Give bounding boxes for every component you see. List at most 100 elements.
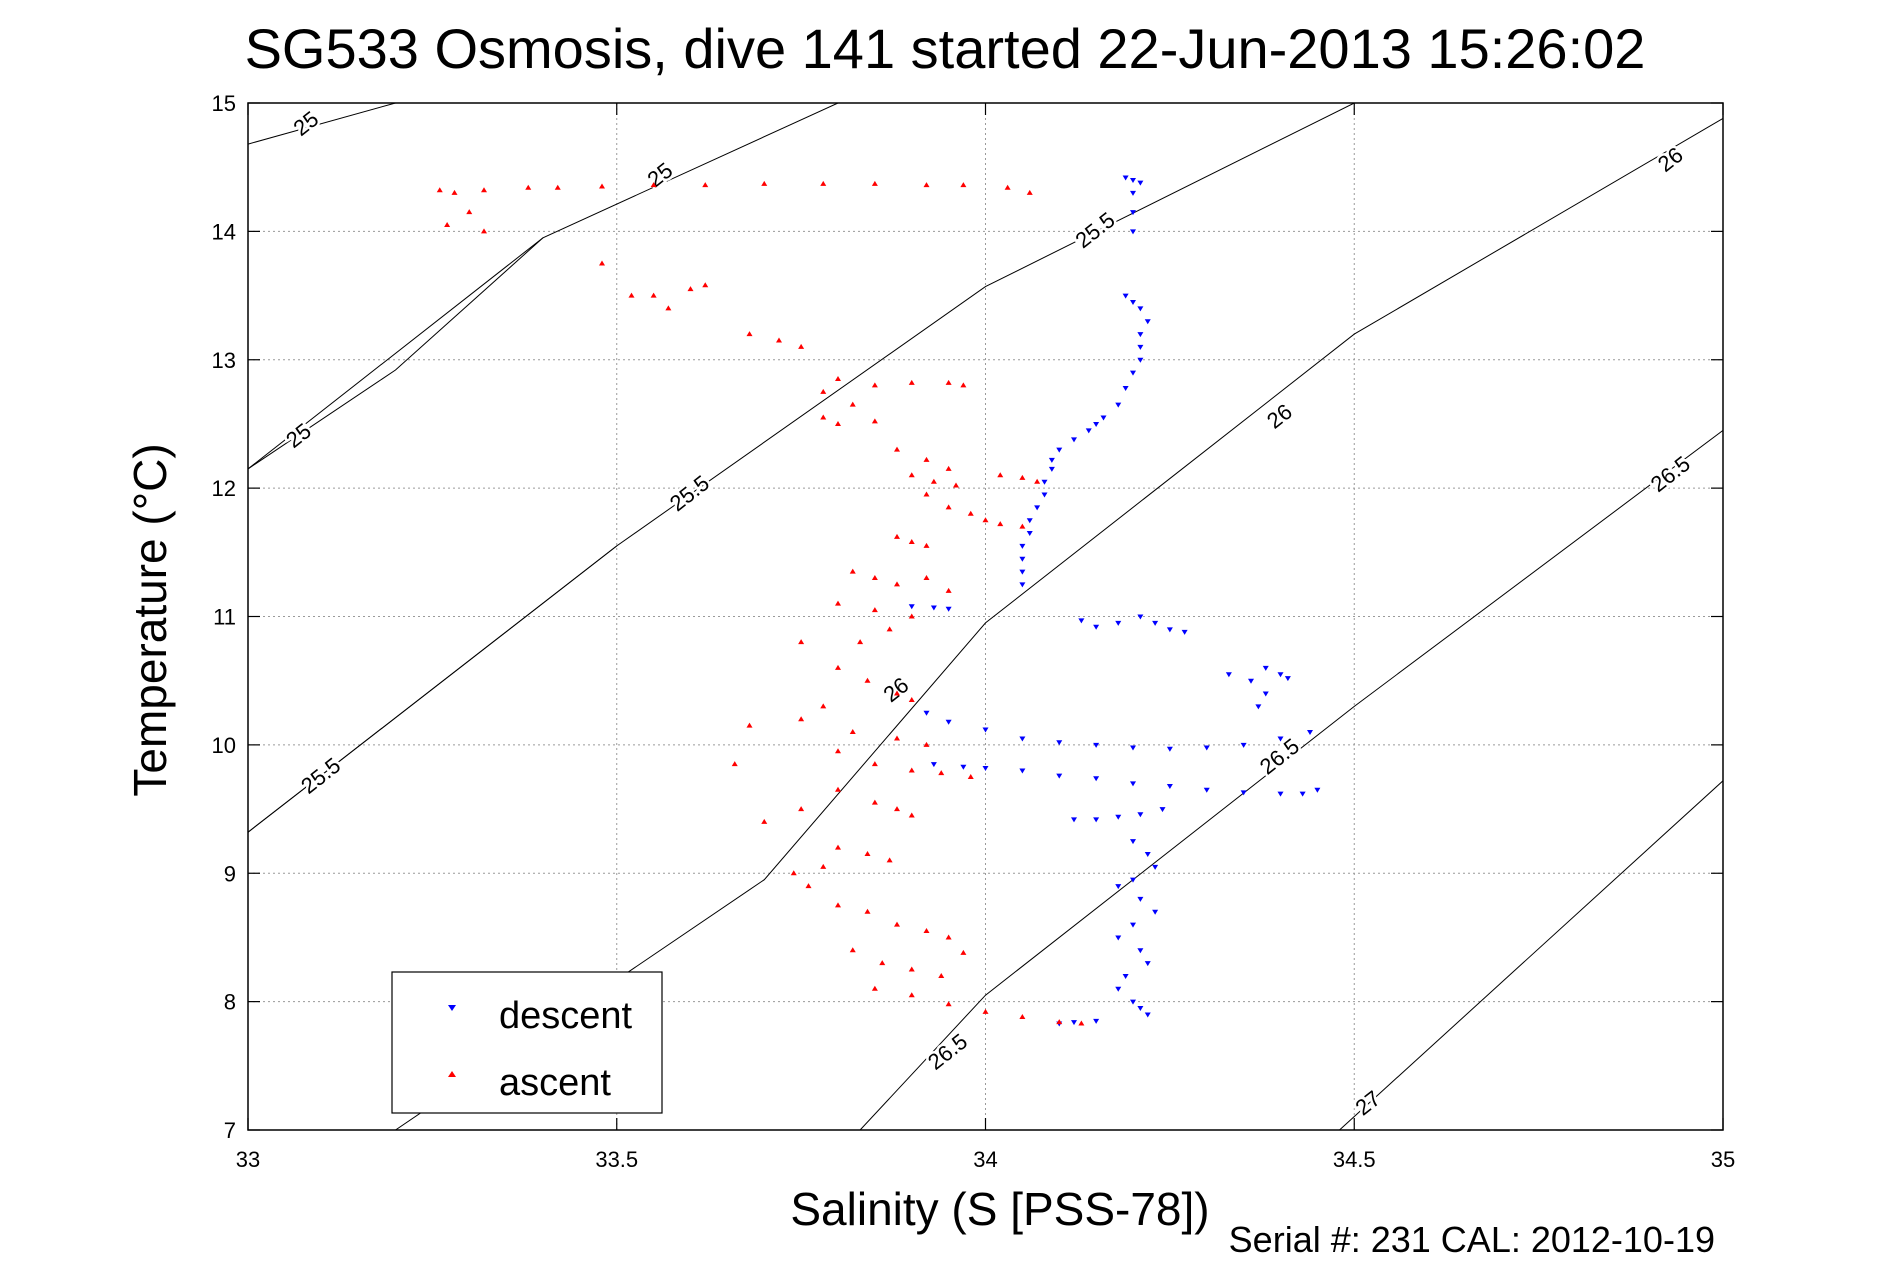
isopycnal-line bbox=[859, 429, 1723, 1130]
ascent-point bbox=[1026, 189, 1033, 195]
descent-point bbox=[945, 606, 952, 612]
ascent-point bbox=[864, 677, 871, 683]
descent-point bbox=[1284, 676, 1291, 682]
descent-point bbox=[1137, 344, 1144, 350]
descent-point bbox=[1152, 909, 1159, 915]
descent-point bbox=[1240, 742, 1247, 748]
ascent-point bbox=[960, 182, 967, 188]
ascent-point bbox=[930, 478, 937, 484]
ascent-point bbox=[967, 510, 974, 516]
ascent-point bbox=[746, 331, 753, 337]
descent-point bbox=[1085, 428, 1092, 434]
descent-point bbox=[1026, 518, 1033, 524]
descent-point bbox=[930, 605, 937, 611]
descent-point bbox=[1307, 730, 1313, 736]
ascent-point bbox=[554, 184, 561, 190]
legend-box bbox=[391, 971, 663, 1114]
isopycnal-label: 26.5 bbox=[923, 1029, 972, 1075]
ascent-point bbox=[599, 260, 605, 266]
ascent-point bbox=[805, 883, 812, 889]
legend-label-descent: descent bbox=[499, 995, 633, 1037]
descent-point bbox=[1019, 768, 1026, 774]
descent-point bbox=[1314, 787, 1321, 793]
descent-point bbox=[1299, 791, 1306, 797]
y-tick-label: 8 bbox=[224, 990, 236, 1015]
isopycnal-label: 26 bbox=[1262, 399, 1297, 434]
descent-point bbox=[1041, 479, 1048, 485]
ascent-point bbox=[481, 228, 487, 234]
descent-point bbox=[1122, 175, 1129, 181]
descent-point bbox=[1166, 627, 1173, 633]
ascent-point bbox=[945, 465, 952, 471]
descent-point bbox=[1019, 736, 1026, 742]
ascent-point bbox=[894, 581, 900, 587]
descent-point bbox=[1093, 817, 1100, 823]
ascent-point bbox=[436, 187, 443, 193]
chart-title: SG533 Osmosis, dive 141 started 22-Jun-2… bbox=[245, 17, 1646, 80]
descent-point bbox=[1166, 783, 1173, 789]
descent-point bbox=[1144, 1012, 1151, 1018]
ascent-point bbox=[871, 799, 878, 805]
descent-point bbox=[1019, 582, 1026, 588]
descent-point bbox=[1130, 299, 1136, 305]
descent-point bbox=[930, 762, 937, 768]
descent-point bbox=[1203, 787, 1210, 793]
descent-point bbox=[1130, 745, 1136, 751]
descent-point bbox=[1152, 620, 1159, 626]
ascent-point bbox=[923, 741, 930, 747]
ascent-point bbox=[835, 748, 841, 754]
descent-point bbox=[1137, 306, 1144, 312]
isopycnal-line bbox=[248, 103, 1355, 833]
descent-point bbox=[945, 719, 952, 725]
descent-point bbox=[1100, 415, 1107, 421]
descent-point bbox=[1203, 745, 1210, 751]
descent-point bbox=[1034, 505, 1041, 511]
ascent-point bbox=[894, 921, 900, 927]
ascent-point bbox=[871, 607, 878, 613]
descent-point bbox=[1262, 665, 1269, 671]
ascent-point bbox=[945, 379, 952, 385]
descent-point bbox=[1026, 531, 1033, 537]
legend-marker-ascent bbox=[448, 1071, 456, 1077]
descent-point bbox=[1130, 178, 1136, 184]
x-tick-label: 33 bbox=[236, 1147, 260, 1172]
descent-point bbox=[1071, 1020, 1077, 1026]
descent-point bbox=[1019, 543, 1026, 549]
y-tick-label: 14 bbox=[212, 219, 236, 244]
ascent-point bbox=[1004, 184, 1011, 190]
ascent-point bbox=[1056, 1019, 1063, 1025]
ascent-point bbox=[894, 533, 900, 539]
descent-point bbox=[1277, 791, 1284, 797]
ascent-point bbox=[908, 539, 915, 545]
descent-point bbox=[1071, 437, 1077, 443]
serial-cal-footer: Serial #: 231 CAL: 2012-10-19 bbox=[1229, 1219, 1715, 1260]
isopycnal-label: 25.5 bbox=[296, 753, 345, 799]
ascent-point bbox=[820, 180, 827, 186]
descent-point bbox=[1137, 896, 1144, 902]
ascent-point bbox=[908, 812, 915, 818]
x-tick-label: 34 bbox=[973, 1147, 997, 1172]
ascent-point bbox=[857, 639, 864, 645]
descent-point bbox=[1130, 922, 1136, 928]
descent-point bbox=[1137, 357, 1144, 363]
descent-point bbox=[1115, 935, 1122, 941]
descent-point bbox=[1130, 210, 1136, 216]
ascent-point bbox=[982, 517, 989, 523]
ascent-point bbox=[871, 574, 878, 580]
ascent-point bbox=[871, 985, 878, 991]
descent-point bbox=[1130, 229, 1136, 235]
descent-point bbox=[1019, 569, 1026, 575]
descent-point bbox=[1277, 736, 1284, 742]
descent-point bbox=[1144, 851, 1151, 857]
isopycnal-label: 26.5 bbox=[1255, 733, 1304, 779]
ascent-point bbox=[731, 761, 738, 767]
ascent-point bbox=[820, 414, 827, 420]
ascent-point bbox=[938, 770, 945, 776]
ascent-point bbox=[923, 491, 930, 497]
ascent-point bbox=[835, 786, 841, 792]
descent-point bbox=[1056, 447, 1063, 453]
descent-point bbox=[1130, 839, 1136, 845]
ascent-point bbox=[481, 187, 487, 193]
ascent-point bbox=[923, 574, 930, 580]
isopycnal-label: 25.5 bbox=[665, 470, 714, 516]
